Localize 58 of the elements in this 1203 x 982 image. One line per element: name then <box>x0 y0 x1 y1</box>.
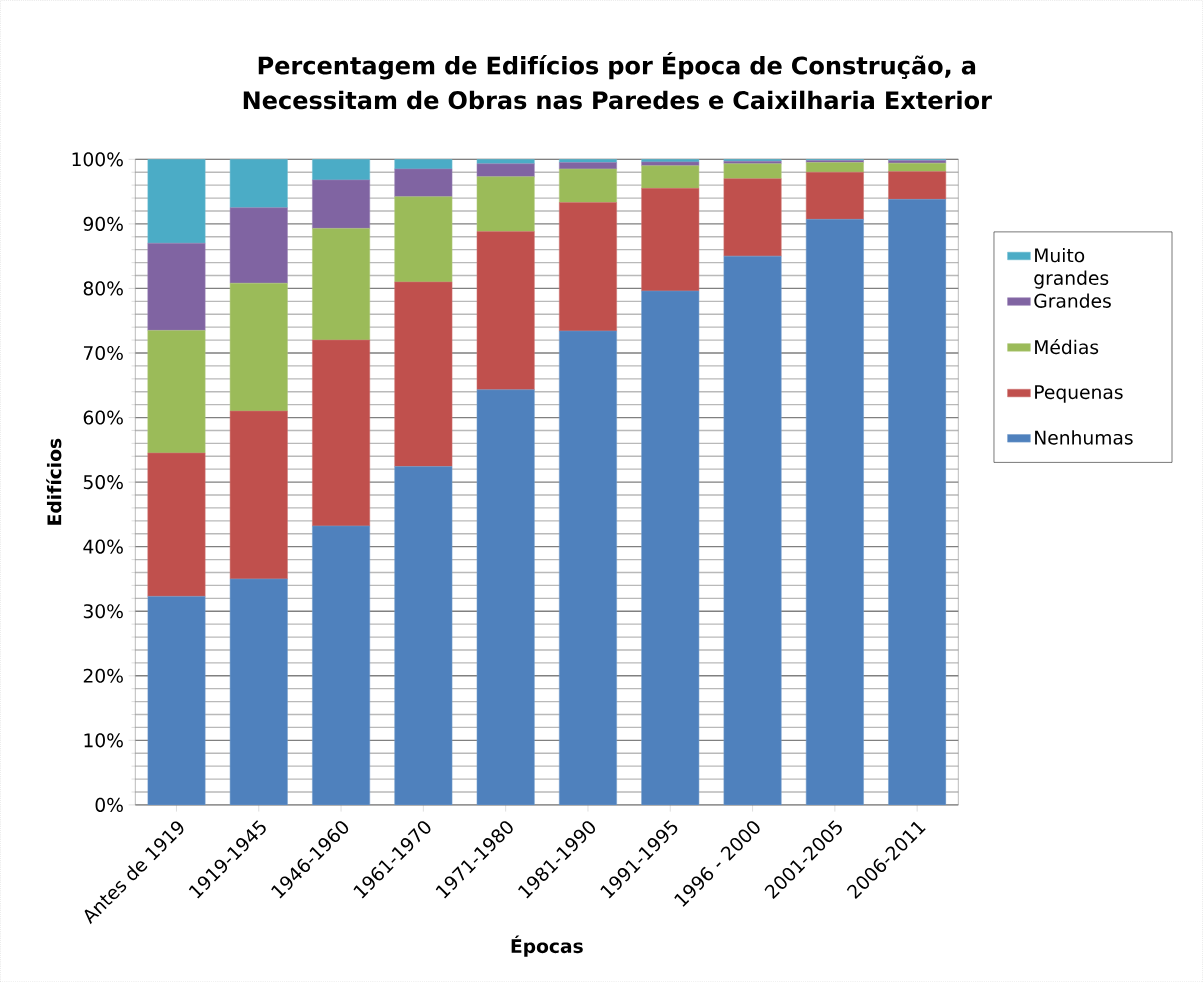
bar <box>641 187 700 292</box>
x-axis-title: Épocas <box>511 935 583 957</box>
y-tick-label: 0% <box>95 797 123 812</box>
y-tick-label: 90% <box>83 216 123 231</box>
bar <box>559 168 617 203</box>
bar <box>476 231 535 390</box>
bar <box>312 339 371 527</box>
legend-label: Grandes <box>1034 293 1111 308</box>
bar <box>147 452 206 597</box>
bar <box>559 202 617 332</box>
bar <box>723 255 782 805</box>
y-tick-label: 20% <box>83 668 123 683</box>
legend-label: Muito grandes <box>1034 247 1109 289</box>
y-tick-label: 70% <box>83 345 123 360</box>
bar <box>229 282 288 412</box>
bar <box>147 330 206 454</box>
bar <box>805 171 864 220</box>
bar <box>888 171 947 200</box>
y-tick-label: 30% <box>83 604 123 619</box>
bar <box>888 198 947 805</box>
bar <box>805 218 864 805</box>
y-tick-label: 50% <box>83 474 123 490</box>
legend-label: Nenhumas <box>1035 430 1133 445</box>
bar <box>147 242 206 331</box>
bar <box>723 178 782 257</box>
bar <box>229 578 288 805</box>
bar <box>147 596 206 805</box>
bar <box>888 162 947 172</box>
bar <box>312 525 371 805</box>
y-tick-label: 100% <box>72 152 123 167</box>
bar <box>476 176 535 232</box>
bar <box>394 196 453 283</box>
legend-label: Médias <box>1035 338 1099 355</box>
legend-label: Pequenas <box>1035 385 1123 403</box>
y-tick-label: 60% <box>83 410 123 425</box>
bar <box>229 207 288 284</box>
y-axis-title: Edifícios <box>46 438 62 525</box>
y-tick-label: 40% <box>83 539 123 554</box>
bar <box>147 159 206 244</box>
bar <box>641 165 700 189</box>
bar <box>641 161 700 166</box>
bar <box>394 466 453 805</box>
bar <box>805 162 864 173</box>
bar <box>229 159 288 208</box>
y-tick-label: 10% <box>84 733 123 748</box>
bar <box>312 228 371 341</box>
bar <box>229 410 288 580</box>
bar <box>394 281 453 467</box>
bar <box>476 389 535 805</box>
bar <box>476 163 535 177</box>
bar <box>723 163 782 179</box>
bar <box>312 159 371 181</box>
bar <box>312 179 371 229</box>
bar <box>559 330 617 805</box>
y-tick-label: 80% <box>83 281 123 296</box>
bar <box>394 168 453 197</box>
chart-title: Percentagem de Edifícios por Época de Construção, a Necessitam de Obras nas Paredes e Caixilharia Exterior <box>243 51 992 110</box>
bar <box>641 290 700 805</box>
